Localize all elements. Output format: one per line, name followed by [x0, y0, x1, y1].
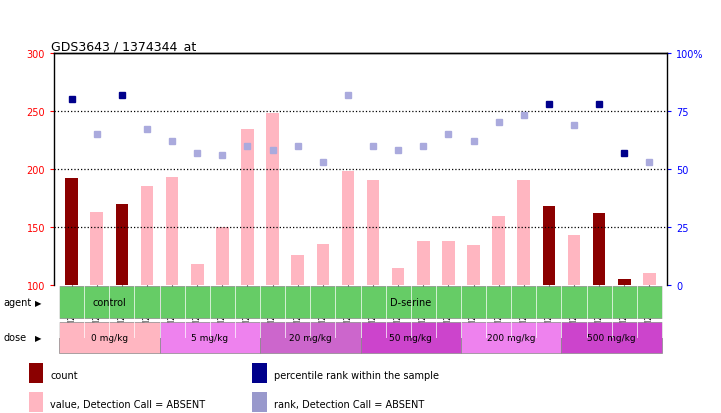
Bar — [242, 130, 254, 285]
Text: agent: agent — [4, 297, 32, 308]
Bar — [266, 114, 279, 285]
Bar — [567, 235, 580, 285]
Bar — [59, 322, 159, 354]
Text: rank, Detection Call = ABSENT: rank, Detection Call = ABSENT — [274, 399, 424, 409]
Bar — [159, 287, 662, 318]
Bar — [461, 322, 562, 354]
Text: count: count — [50, 370, 78, 380]
Text: 200 mg/kg: 200 mg/kg — [487, 333, 536, 342]
Bar — [66, 178, 78, 285]
Bar — [191, 264, 203, 285]
Bar — [166, 178, 178, 285]
Bar — [59, 287, 159, 318]
Bar — [367, 181, 379, 285]
Bar — [518, 181, 530, 285]
Bar — [360, 322, 461, 354]
Bar — [317, 244, 329, 285]
Bar — [252, 363, 267, 384]
Bar — [442, 241, 455, 285]
Bar — [618, 279, 630, 285]
Bar — [467, 246, 479, 285]
Text: 50 mg/kg: 50 mg/kg — [389, 333, 432, 342]
Text: 5 mg/kg: 5 mg/kg — [191, 333, 229, 342]
Text: D-serine: D-serine — [390, 297, 431, 308]
Text: control: control — [92, 297, 126, 308]
Text: value, Detection Call = ABSENT: value, Detection Call = ABSENT — [50, 399, 205, 409]
Text: 0 mg/kg: 0 mg/kg — [91, 333, 128, 342]
Bar — [342, 172, 354, 285]
Text: percentile rank within the sample: percentile rank within the sample — [274, 370, 439, 380]
Bar — [216, 227, 229, 285]
Text: ▶: ▶ — [35, 298, 41, 307]
Bar — [593, 213, 606, 285]
Bar — [260, 322, 360, 354]
Bar — [417, 241, 430, 285]
Bar — [252, 392, 267, 413]
Bar — [562, 322, 662, 354]
Text: 500 mg/kg: 500 mg/kg — [588, 333, 636, 342]
Bar — [291, 255, 304, 285]
Bar — [392, 269, 404, 285]
Bar — [115, 204, 128, 285]
Text: 20 mg/kg: 20 mg/kg — [289, 333, 332, 342]
Bar — [492, 217, 505, 285]
Bar — [543, 206, 555, 285]
Bar — [643, 273, 655, 285]
Text: ▶: ▶ — [35, 333, 41, 342]
Text: dose: dose — [4, 332, 27, 343]
Bar — [29, 392, 43, 413]
Bar — [159, 322, 260, 354]
Text: GDS3643 / 1374344_at: GDS3643 / 1374344_at — [51, 40, 196, 52]
Bar — [91, 212, 103, 285]
Bar — [141, 187, 154, 285]
Bar — [29, 363, 43, 384]
